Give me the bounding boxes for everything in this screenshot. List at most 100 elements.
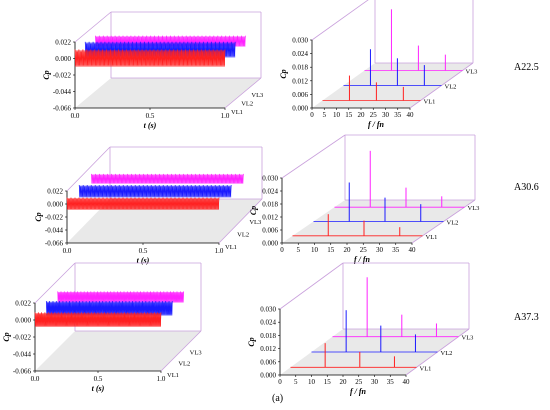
x-tick-label: 35 (394, 111, 402, 119)
x-tick-label: 30 (382, 111, 390, 119)
x-tick-label: 0.5 (94, 375, 103, 383)
x-tick-label: 25 (355, 378, 363, 386)
y-tick-label: 0.018 (260, 332, 276, 340)
floor-plane (75, 78, 261, 108)
x-tick-label: 20 (358, 111, 366, 119)
y-tick-label: 0.022 (47, 188, 63, 196)
x-tick-label: 35 (392, 246, 400, 254)
y-tick-label: 0.000 (15, 317, 31, 325)
y-tick-label: 0.000 (262, 240, 278, 248)
box-edge (160, 330, 202, 372)
series-label-VL3: VL3 (462, 335, 474, 342)
x-axis-label: t (s) (92, 384, 105, 393)
series-line-VL3 (91, 173, 244, 184)
series-label-VL3: VL3 (468, 205, 480, 212)
spectrum-panel-0 (310, 0, 474, 110)
x-tick-label: 0.5 (139, 247, 148, 255)
series-line-VL3 (95, 35, 246, 47)
series-label-VL2: VL2 (178, 361, 190, 368)
y-tick-label: 0.018 (292, 64, 308, 72)
series-label-VL2: VL2 (441, 350, 453, 357)
series-label-VL3: VL3 (249, 219, 261, 226)
series-label-VL1: VL1 (420, 365, 432, 372)
row-label-a30-6: A30.6 (514, 182, 539, 193)
time-panel-0 (73, 11, 262, 110)
y-axis-label: Cp (249, 206, 258, 215)
series-line-VL1 (66, 197, 220, 210)
x-tick-label: 20 (344, 246, 352, 254)
x-axis-label: t (s) (137, 256, 150, 265)
x-axis-label: f / fn (350, 387, 367, 396)
x-tick-label: 40 (409, 246, 417, 254)
x-tick-label: 35 (387, 378, 395, 386)
x-tick-label: 25 (360, 246, 368, 254)
y-tick-label: 0.006 (292, 91, 308, 99)
series-label-VL2: VL2 (445, 84, 457, 91)
x-tick-label: 40 (407, 111, 415, 119)
box-edge (279, 262, 344, 310)
series-line-VL2 (45, 300, 173, 315)
series-label-VL1: VL1 (231, 109, 243, 116)
x-tick-label: 40 (403, 378, 411, 386)
series-label-VL1: VL1 (225, 244, 237, 251)
x-tick-label: 15 (345, 111, 353, 119)
floor-plane (67, 199, 262, 243)
series-label-VL1: VL1 (426, 234, 438, 241)
x-tick-label: 25 (370, 111, 378, 119)
y-tick-label: 0.024 (292, 50, 308, 58)
series-band-VL2 (79, 185, 232, 198)
y-tick-label: 0.000 (55, 55, 71, 63)
series-label-VL3: VL3 (466, 69, 478, 76)
x-tick-label: 20 (340, 378, 348, 386)
series-label-VL3: VL3 (251, 92, 263, 99)
spectrum-panel-2 (278, 262, 470, 377)
y-tick-label: 0.022 (55, 39, 71, 47)
x-tick-label: 0.5 (146, 112, 155, 120)
x-axis-label: f / fn (354, 255, 371, 264)
y-tick-label: -0.066 (45, 240, 64, 248)
series-band-VL1 (67, 198, 219, 210)
series-label-VL1: VL1 (167, 372, 179, 379)
y-axis-label: Cp (2, 332, 11, 341)
time-panel-2 (33, 262, 202, 373)
y-tick-label: -0.044 (45, 227, 64, 235)
y-tick-label: -0.022 (53, 72, 72, 80)
series-line-VL2 (78, 184, 232, 197)
x-tick-label: 15 (324, 378, 332, 386)
x-tick-label: 1.0 (215, 247, 224, 255)
x-tick-label: 5 (297, 246, 301, 254)
y-tick-label: 0.022 (15, 300, 31, 308)
series-label-VL2: VL2 (237, 232, 249, 239)
y-tick-label: -0.022 (45, 214, 64, 222)
y-axis-label: Cp (247, 337, 256, 346)
x-tick-label: 0 (310, 111, 314, 119)
y-tick-label: 0.024 (262, 188, 278, 196)
x-tick-label: 5 (323, 111, 327, 119)
y-axis-label: Cp (42, 70, 51, 79)
y-tick-label: 0.006 (260, 358, 276, 366)
x-tick-label: 10 (311, 246, 319, 254)
y-tick-label: 0.012 (292, 77, 308, 85)
x-tick-label: 10 (333, 111, 341, 119)
series-label-VL2: VL2 (447, 220, 459, 227)
y-tick-label: 0.030 (260, 306, 276, 314)
row-label-a37-3: A37.3 (514, 312, 539, 323)
series-label-VL1: VL1 (424, 99, 436, 106)
x-tick-label: 15 (327, 246, 335, 254)
x-tick-label: 0.0 (31, 375, 40, 383)
x-tick-label: 10 (308, 378, 316, 386)
y-tick-label: 0.012 (262, 214, 278, 222)
y-tick-label: 0.024 (260, 319, 276, 327)
x-tick-label: 5 (294, 378, 298, 386)
series-line-VL2 (84, 41, 236, 57)
y-tick-label: -0.066 (13, 368, 32, 376)
y-axis-label: Cp (279, 69, 288, 78)
series-line-VL1 (34, 312, 162, 326)
x-tick-label: 1.0 (221, 112, 230, 120)
x-tick-label: 0.0 (63, 247, 72, 255)
x-tick-label: 0 (278, 378, 282, 386)
series-line-VL1 (74, 49, 226, 66)
y-tick-label: -0.066 (53, 105, 72, 113)
box-edge (218, 198, 263, 244)
